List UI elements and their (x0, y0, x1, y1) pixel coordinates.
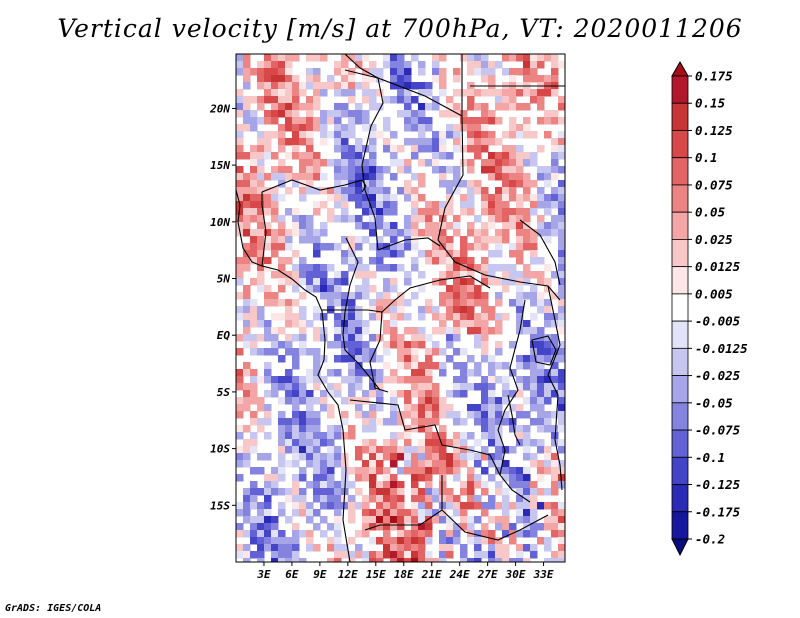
border-nigeria (261, 179, 363, 267)
colorbar-segment (671, 511, 689, 540)
lon-tick-label: 21E (421, 568, 442, 581)
lat-tick-label: EQ (217, 329, 231, 342)
page-title: Vertical velocity [m/s] at 700hPa, VT: 2… (57, 14, 743, 43)
colorbar-label: -0.075 (695, 423, 741, 438)
lat-tick-label: 15S (210, 499, 230, 512)
colorbar-segment (671, 293, 689, 322)
colorbar-segment (671, 456, 689, 485)
colorbar-label: -0.1 (695, 450, 725, 465)
border-car (377, 237, 491, 313)
lat-tick-label: 15N (210, 159, 230, 172)
coastline (236, 189, 351, 562)
colorbar-label: 0.1 (695, 150, 718, 165)
colorbar-label: -0.025 (695, 368, 741, 383)
colorbar: 0.175 0.15 0.125 0.1 0.075 0.05 0.025 0.0125 0.0… (671, 60, 748, 557)
colorbar-label: 0.0125 (695, 259, 741, 274)
colorbar-label: -0.2 (695, 532, 725, 547)
colorbar-label: -0.0125 (695, 341, 748, 356)
lon-tick-label: 12E (338, 568, 358, 581)
colorbar-label: 0.15 (695, 96, 726, 111)
border-egypt-sudan (461, 54, 565, 116)
colorbar-segment (671, 211, 689, 240)
border-east-africa (497, 285, 563, 491)
colorbar-bottom-arrow (671, 538, 689, 557)
lake-tanganyika (507, 394, 521, 446)
border-niger-chad (344, 54, 384, 251)
colorbar-label: 0.175 (695, 69, 733, 84)
colorbar-segment (671, 402, 689, 431)
colorbar-label: -0.175 (695, 504, 741, 519)
colorbar-segment (671, 75, 689, 104)
border-ethiopia (519, 219, 561, 286)
map-area: 20N 15N 10N 5N EQ 5S 10S 15S 3E 6E 9E 12E 15E 18E 21E… (209, 53, 566, 581)
country-borders (236, 54, 565, 562)
lon-tick-label: 9E (313, 568, 327, 581)
colorbar-label: 0.025 (695, 232, 733, 247)
lat-tick-label: 20N (209, 102, 230, 115)
colorbar-segment (671, 239, 689, 268)
lon-tick-label: 6E (285, 568, 299, 581)
colorbar-label: -0.05 (695, 395, 733, 410)
colorbar-segment (671, 266, 689, 295)
colorbar-segment (671, 130, 689, 159)
colorbar-segment (671, 429, 689, 458)
colorbar-segment (671, 184, 689, 213)
colorbar-segment (671, 347, 689, 376)
longitude-axis: 3E 6E 9E 12E 15E 18E 21E 24E 27E 30E 33E (256, 562, 554, 581)
colorbar-segment (671, 484, 689, 513)
lon-tick-label: 18E (394, 568, 414, 581)
border-angola-zambia (364, 475, 549, 541)
lat-tick-label: 10N (210, 216, 230, 229)
lon-tick-label: 33E (533, 568, 554, 581)
colorbar-label: 0.125 (695, 123, 733, 138)
colorbar-segment (671, 102, 689, 131)
colorbar-label: -0.125 (695, 477, 741, 492)
colorbar-segment (671, 157, 689, 186)
colorbar-label: 0.005 (695, 286, 733, 301)
border-drc-angola (349, 399, 531, 503)
lon-tick-label: 24E (449, 568, 470, 581)
vertical-velocity-field (236, 54, 565, 562)
colorbar-top-arrow (671, 60, 689, 77)
map-frame (235, 53, 566, 563)
colorbar-label: 0.075 (695, 177, 733, 192)
latitude-axis: 20N 15N 10N 5N EQ 5S 10S 15S (209, 102, 236, 512)
lon-tick-label: 30E (505, 568, 526, 581)
lake-chad (361, 179, 367, 193)
colorbar-label: -0.005 (695, 314, 741, 329)
lon-tick-label: 3E (256, 568, 271, 581)
lake-victoria (531, 335, 557, 366)
lon-tick-label: 27E (477, 568, 498, 581)
lat-tick-label: 10S (210, 443, 230, 456)
lat-tick-label: 5N (217, 273, 231, 286)
border-cameroon (322, 237, 383, 336)
colorbar-segment (671, 375, 689, 404)
grads-credit: GrADS: IGES/COLA (5, 603, 102, 614)
lon-tick-label: 15E (366, 568, 386, 581)
colorbar-segment (671, 320, 689, 349)
border-sudan-south (437, 239, 561, 301)
lat-tick-label: 5S (217, 386, 231, 399)
border-congo (342, 311, 389, 393)
colorbar-label: 0.05 (695, 205, 726, 220)
